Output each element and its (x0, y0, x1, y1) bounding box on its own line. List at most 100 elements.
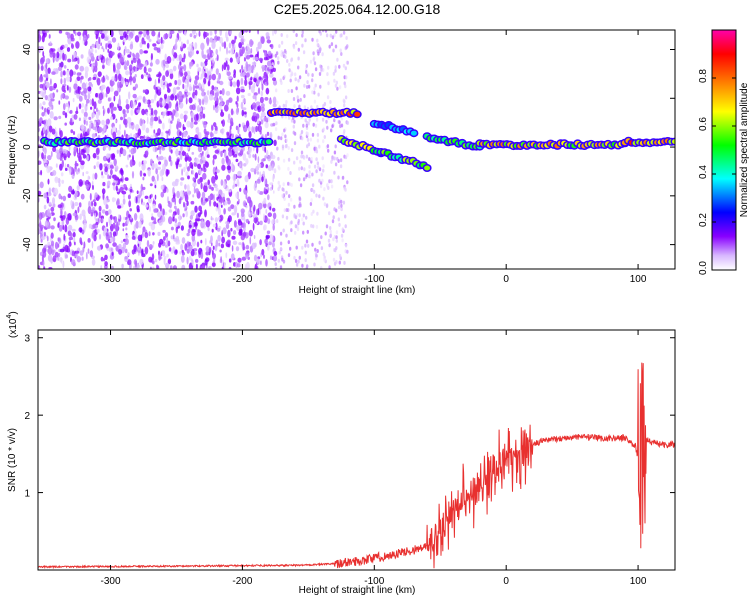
noise-cell (189, 61, 194, 67)
noise-cell (279, 231, 283, 236)
noise-cell (113, 90, 119, 97)
noise-cell (316, 161, 319, 166)
noise-cell (282, 76, 285, 81)
noise-cell (117, 42, 120, 50)
noise-cell (241, 64, 244, 71)
noise-cell (149, 104, 152, 111)
noise-cell (226, 71, 231, 77)
noise-cell (245, 244, 250, 250)
noise-cell (157, 265, 160, 269)
noise-cell (77, 168, 80, 172)
noise-cell (64, 224, 68, 233)
colorbar-tick-label: 0.4 (698, 165, 709, 179)
noise-cell (306, 80, 309, 85)
colorbar-tick-label: 0.8 (698, 69, 709, 83)
noise-cell (194, 172, 199, 179)
noise-cell (168, 155, 172, 162)
noise-cell (204, 238, 207, 246)
noise-cell (335, 260, 338, 264)
noise-cell (256, 259, 261, 265)
noise-cell (43, 204, 47, 210)
noise-cell (214, 217, 218, 223)
noise-cell (67, 193, 72, 198)
noise-cell (186, 79, 189, 88)
noise-cell (278, 184, 281, 189)
noise-cell (48, 125, 53, 133)
noise-cell (103, 123, 106, 132)
noise-cell (282, 158, 286, 163)
noise-cell (298, 177, 301, 182)
noise-cell (78, 35, 82, 41)
noise-cell (47, 241, 51, 246)
noise-cell (139, 42, 143, 48)
noise-cell (172, 187, 175, 195)
noise-cell (316, 249, 319, 253)
noise-cell (139, 63, 144, 67)
noise-cell (169, 30, 175, 35)
spectrogram-x-label: Height of straight line (km) (299, 285, 416, 296)
noise-cell (296, 227, 300, 232)
noise-cell (233, 220, 237, 228)
noise-cell (293, 141, 297, 146)
noise-cell (138, 220, 142, 229)
noise-cell (316, 132, 320, 137)
noise-cell (249, 236, 252, 245)
noise-cell (268, 241, 272, 246)
noise-cell (340, 33, 343, 38)
noise-cell (247, 125, 251, 132)
band-cell (424, 165, 431, 171)
noise-cell (226, 165, 231, 171)
noise-cell (70, 129, 74, 134)
noise-cell (145, 89, 147, 93)
noise-cell (282, 228, 285, 233)
noise-cell (256, 118, 260, 125)
noise-cell (241, 72, 246, 78)
noise-cell (240, 234, 245, 241)
noise-cell (202, 156, 206, 165)
noise-cell (165, 70, 170, 77)
noise-cell (40, 130, 44, 136)
noise-cell (41, 112, 45, 117)
noise-cell (255, 46, 259, 52)
noise-cell (168, 216, 173, 225)
noise-cell (160, 43, 164, 50)
noise-cell (340, 52, 343, 56)
noise-cell (160, 36, 163, 45)
noise-cell (148, 256, 153, 263)
noise-cell (110, 169, 113, 176)
noise-cell (145, 127, 150, 134)
noise-cell (263, 254, 265, 259)
noise-cell (92, 173, 95, 181)
noise-cell (313, 90, 316, 95)
snr-y-ticks: 123 (24, 334, 675, 500)
noise-cell (256, 146, 259, 154)
noise-cell (125, 164, 129, 168)
noise-cell (183, 201, 185, 208)
noise-cell (294, 230, 297, 235)
noise-cell (65, 254, 68, 259)
noise-cell (102, 48, 105, 53)
noise-cell (235, 36, 237, 40)
spectrogram-x-tick-label: -200 (232, 274, 252, 285)
noise-cell (125, 81, 129, 86)
noise-cell (40, 65, 44, 71)
noise-cell (287, 157, 291, 162)
noise-cell (49, 51, 54, 58)
noise-cell (118, 30, 123, 35)
noise-cell (229, 57, 233, 63)
noise-cell (326, 95, 330, 100)
noise-cell (240, 89, 245, 93)
noise-cell (191, 259, 194, 266)
noise-cell (130, 79, 132, 86)
noise-cell (329, 229, 332, 234)
noise-cell (82, 171, 84, 177)
noise-cell (93, 101, 97, 110)
noise-cell (149, 194, 152, 199)
noise-cell (267, 165, 273, 172)
noise-cell (303, 83, 306, 88)
noise-cell (51, 197, 56, 205)
noise-cell (149, 266, 152, 269)
noise-cell (295, 33, 298, 38)
noise-cell (242, 98, 246, 104)
noise-cell (97, 126, 102, 134)
